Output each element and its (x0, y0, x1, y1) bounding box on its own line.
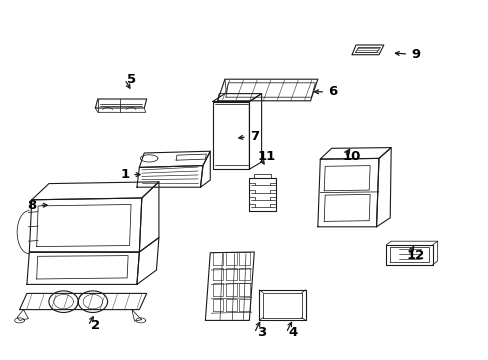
Text: 3: 3 (257, 327, 265, 339)
Text: 10: 10 (342, 150, 361, 163)
Text: 5: 5 (127, 73, 136, 86)
Text: 11: 11 (257, 150, 275, 163)
Text: 9: 9 (410, 48, 419, 60)
Text: 7: 7 (249, 130, 258, 143)
Text: 8: 8 (27, 199, 36, 212)
Text: 2: 2 (91, 319, 100, 332)
Text: 4: 4 (288, 327, 297, 339)
Text: 12: 12 (406, 249, 424, 262)
Text: 6: 6 (327, 85, 336, 98)
Text: 1: 1 (120, 168, 129, 181)
